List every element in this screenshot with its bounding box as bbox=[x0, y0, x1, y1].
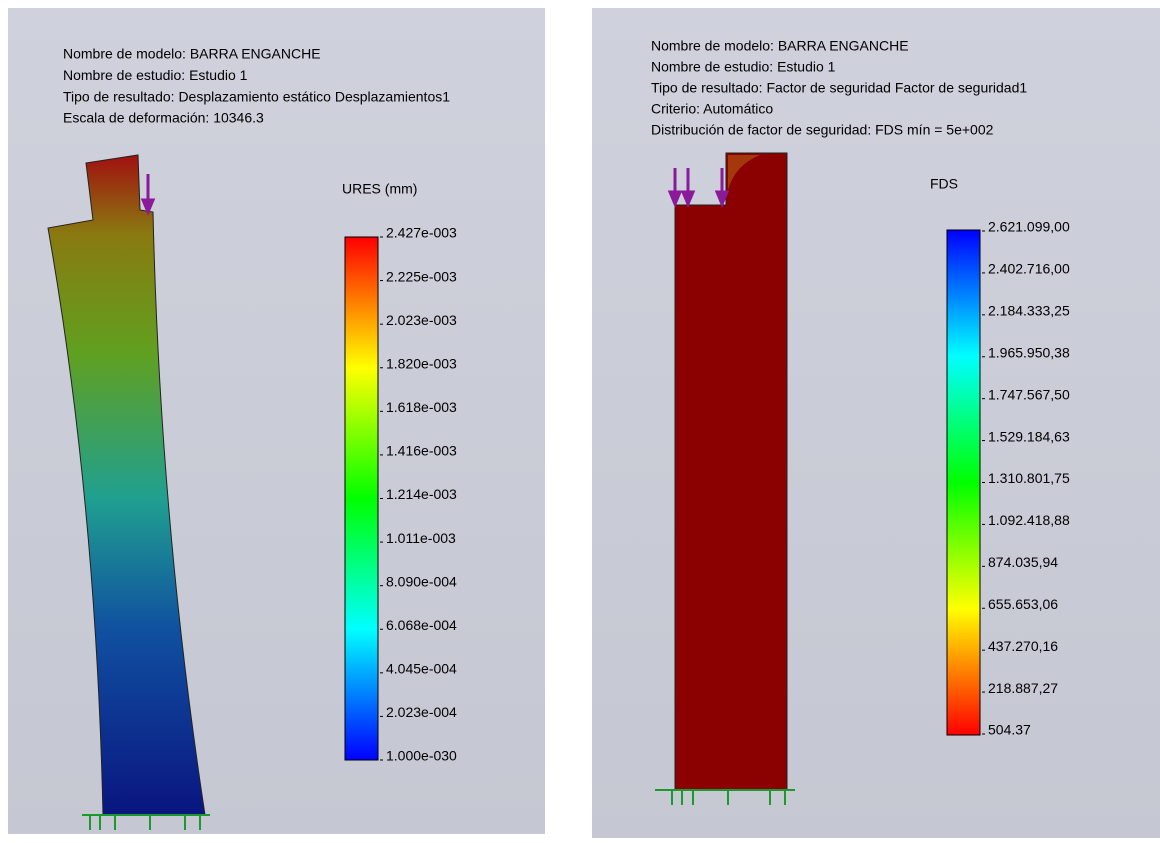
legend-title: URES (mm) bbox=[342, 181, 417, 197]
legend-label: 437.270,16 bbox=[988, 638, 1058, 654]
part bbox=[675, 153, 787, 790]
legend-label: 2.184.333,25 bbox=[988, 303, 1070, 319]
legend-label: 6.068e-004 bbox=[386, 617, 457, 633]
legend-label: 2.023e-003 bbox=[386, 312, 457, 328]
legend-label: 2.402.716,00 bbox=[988, 261, 1070, 277]
color-bar bbox=[345, 237, 378, 760]
legend-label: 1.820e-003 bbox=[386, 355, 457, 371]
page: Nombre de modelo: BARRA ENGANCHE Nombre d… bbox=[0, 0, 1160, 838]
legend-label: 1.529.184,63 bbox=[988, 428, 1070, 444]
legend-label: 1.092.418,88 bbox=[988, 512, 1070, 528]
legend-label: 1.214e-003 bbox=[386, 486, 457, 502]
legend-label: 655.653,06 bbox=[988, 596, 1058, 612]
legend-label: 2.023e-004 bbox=[386, 704, 457, 720]
info-line: Escala de deformación: 10346.3 bbox=[63, 110, 264, 126]
legend-title: FDS bbox=[930, 176, 958, 192]
legend-label: 2.621.099,00 bbox=[988, 219, 1070, 235]
legend-label: 1.747.567,50 bbox=[988, 386, 1070, 402]
legend-label: 1.618e-003 bbox=[386, 399, 457, 415]
legend-label: 1.000e-030 bbox=[386, 748, 457, 764]
info-line: Nombre de estudio: Estudio 1 bbox=[63, 67, 248, 83]
legend-label: 218.887,27 bbox=[988, 680, 1058, 696]
info-line: Distribución de factor de seguridad: FDS… bbox=[651, 122, 994, 138]
info-line: Nombre de modelo: BARRA ENGANCHE bbox=[63, 46, 321, 62]
legend-label: 4.045e-004 bbox=[386, 661, 457, 677]
legend-label: 1.310.801,75 bbox=[988, 470, 1070, 486]
info-line: Nombre de modelo: BARRA ENGANCHE bbox=[651, 38, 909, 54]
legend-label: 2.427e-003 bbox=[386, 225, 457, 241]
legend-label: 1.416e-003 bbox=[386, 443, 457, 459]
info-line: Tipo de resultado: Desplazamiento estáti… bbox=[63, 88, 450, 104]
info-line: Tipo de resultado: Factor de seguridad F… bbox=[651, 80, 1027, 96]
info-line: Nombre de estudio: Estudio 1 bbox=[651, 59, 836, 75]
info-line: Criterio: Automático bbox=[651, 101, 773, 117]
legend-label: 2.225e-003 bbox=[386, 268, 457, 284]
legend-label: 8.090e-004 bbox=[386, 573, 457, 589]
legend-label: 1.011e-003 bbox=[386, 530, 456, 546]
legend-label: 504.37 bbox=[988, 722, 1031, 738]
color-bar bbox=[947, 230, 980, 735]
legend-label: 1.965.950,38 bbox=[988, 344, 1070, 360]
legend-label: 874.035,94 bbox=[988, 554, 1058, 570]
screenshot: Nombre de modelo: BARRA ENGANCHE Nombre d… bbox=[0, 0, 1160, 838]
